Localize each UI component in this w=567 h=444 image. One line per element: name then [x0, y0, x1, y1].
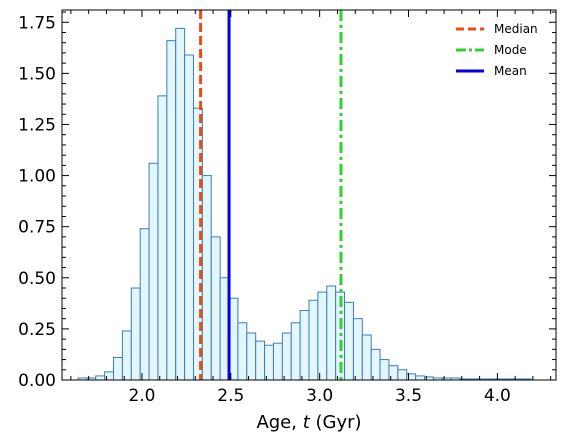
mode-legend-label: Mode [494, 43, 527, 57]
histogram-bar [113, 357, 123, 381]
histogram-bar [157, 95, 168, 381]
x-tick-label: 4.0 [484, 386, 511, 406]
y-tick-label: 0.00 [18, 371, 56, 391]
axis-ticks [62, 10, 556, 381]
histogram-bar [352, 318, 363, 381]
histogram-bar [246, 332, 257, 381]
histogram-bar [361, 334, 372, 381]
histogram-bar [326, 285, 337, 381]
histogram-bar [370, 348, 381, 381]
histogram-bar [237, 322, 248, 381]
histogram-bar [344, 301, 354, 381]
histogram-bars [77, 27, 532, 381]
histogram-bar [175, 27, 186, 381]
mean-legend-label: Mean [494, 64, 527, 78]
median-legend-label: Median [494, 22, 538, 36]
y-tick-label: 1.50 [18, 64, 56, 84]
y-tick-label: 0.75 [18, 218, 56, 238]
histogram-bar [264, 344, 274, 381]
histogram-bar [95, 375, 106, 381]
statistic-lines [199, 10, 343, 380]
y-tick-label: 0.50 [18, 269, 56, 289]
histogram-bar [148, 162, 159, 381]
x-tick-label: 2.5 [217, 386, 244, 406]
histogram-bar [210, 236, 221, 381]
histogram-bar [379, 359, 390, 381]
legend: Median Mode Mean [456, 22, 538, 78]
x-tick-label: 3.0 [306, 386, 333, 406]
x-axis-label: Age, t (Gyr) [256, 412, 361, 433]
y-tick-label: 1.00 [18, 167, 56, 187]
histogram-bar [201, 175, 212, 381]
y-tick-label: 1.75 [18, 13, 56, 33]
histogram-bar [121, 330, 132, 381]
x-tick-label: 2.0 [128, 386, 155, 406]
y-tick-label: 0.25 [18, 320, 56, 340]
histogram-bar [317, 291, 328, 381]
histogram-bar [299, 310, 310, 381]
histogram-bar [308, 299, 319, 381]
histogram-bar [184, 54, 194, 381]
y-tick-label: 1.25 [18, 115, 56, 135]
histogram-bar [290, 322, 301, 381]
histogram-bar [272, 342, 283, 381]
histogram-bar [139, 228, 150, 381]
histogram-bar [281, 332, 292, 381]
x-tick-labels: 2.0 2.5 3.0 3.5 4.0 [128, 386, 510, 406]
x-tick-label: 3.5 [395, 386, 422, 406]
y-tick-labels: 0.00 0.25 0.50 0.75 1.00 1.25 1.50 1.75 [18, 13, 56, 391]
histogram-bar [166, 40, 177, 381]
histogram-bar [415, 375, 425, 381]
plot-frame [61, 9, 557, 381]
histogram-bar [255, 340, 266, 381]
histogram-bar [397, 369, 408, 381]
histogram-bar [130, 287, 141, 381]
